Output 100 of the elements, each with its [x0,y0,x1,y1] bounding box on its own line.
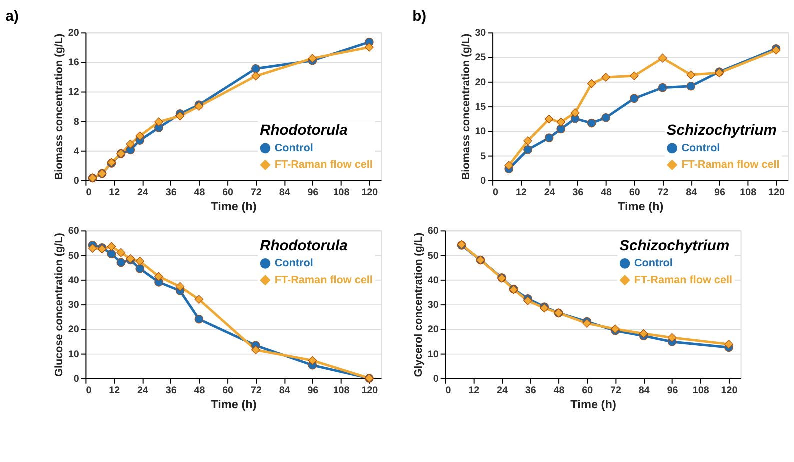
point [308,356,318,366]
y-axis-title: Glucose concentration (g/L) [53,232,66,377]
x-tick-label: 120 [362,188,379,199]
point [556,124,566,134]
x-tick-label: 60 [222,386,234,397]
text: Control [274,258,314,270]
legend-title: Schizochytrium [620,238,730,254]
point [136,264,144,274]
y-tick-label: 0 [74,374,80,385]
point [252,72,260,81]
x-tick-label: 36 [166,188,178,199]
x-tick-label: 84 [638,386,650,397]
point [658,54,668,63]
point [136,257,144,266]
x-tick-label: 36 [572,188,584,199]
x-tick-label: 96 [714,188,726,199]
point [116,248,126,258]
point [639,329,648,338]
x-tick-label: 24 [137,188,149,199]
x-tick-label: 24 [137,386,149,397]
x-tick-label: 24 [544,188,556,199]
x-tick-label: 12 [109,188,121,199]
y-tick-label: 30 [428,300,440,312]
point [630,72,639,80]
x-tick-label: 72 [658,188,670,199]
point [107,250,116,258]
point [724,340,734,349]
point [686,82,696,91]
x-axis-title: Time (h) [211,397,257,412]
x-tick-label: 84 [686,188,698,199]
y-tick-label: 12 [68,87,80,98]
y-tick-label: 0 [480,176,487,187]
point [686,70,696,80]
point [116,258,126,268]
point [524,136,532,146]
x-tick-label: 120 [768,188,786,199]
y-tick-label: 16 [68,58,80,69]
x-tick-label: 12 [516,188,528,199]
point [630,94,639,104]
point [602,113,610,122]
y-tick-label: 60 [428,226,440,238]
point [136,132,144,141]
y-tick-label: 50 [428,250,440,262]
x-tick-label: 48 [601,188,613,199]
point [556,118,566,127]
x-tick-label: 60 [582,386,594,397]
x-tick-label: 48 [194,188,206,199]
y-axis-title: Biomass concentration (g/L) [460,34,472,180]
legend-title: Rhodotorula [260,123,348,140]
chart-title: b) [412,8,427,25]
point [587,79,596,88]
point [88,244,98,253]
x-tick-label: 108 [333,386,350,397]
x-tick-label: 12 [109,386,121,397]
point [544,114,554,124]
x-tick-label: 108 [333,188,350,199]
x-tick-label: 0 [493,188,500,199]
y-tick-label: 40 [428,275,440,286]
chart-title: a) [6,8,19,25]
x-tick-label: 0 [86,386,92,397]
point [194,295,204,304]
y-axis-title: Biomass concentration (g/L) [53,34,66,180]
point [602,73,610,82]
x-tick-label: 72 [250,188,262,199]
text: FT-Raman flow cell [274,274,373,286]
point [154,118,164,126]
legend-label: FT-Raman flow cell [634,274,732,286]
x-axis-title: Time (h) [570,397,616,412]
point [252,346,260,355]
x-tick-label: 84 [279,386,291,397]
point [107,242,116,252]
y-tick-label: 50 [68,250,80,262]
x-tick-label: 108 [740,188,758,199]
point [504,161,514,170]
x-tick-label: 120 [721,386,738,397]
y-tick-label: 20 [68,324,80,336]
point [570,108,580,118]
y-tick-label: 10 [68,349,80,360]
point [308,54,318,63]
y-tick-label: 30 [68,300,80,312]
x-tick-label: 0 [446,386,452,397]
x-tick-label: 96 [308,386,320,397]
point [524,145,532,154]
x-axis-title: Time (h) [618,199,664,214]
x-tick-label: 48 [554,386,566,397]
legend-title: Schizochytrium [666,123,777,140]
x-tick-label: 48 [194,386,206,397]
point [126,140,136,149]
y-tick-label: 60 [68,226,80,238]
point [365,43,374,52]
legend-title: Rhodotorula [260,238,348,254]
x-tick-label: 84 [279,188,291,199]
x-tick-label: 0 [86,188,92,199]
point [176,112,185,121]
x-tick-label: 120 [362,386,379,397]
legend-label: FT-Raman flow cell [274,159,373,172]
y-tick-label: 10 [475,126,487,138]
y-tick-label: 20 [428,324,440,336]
legend-label: FT-Raman flow cell [682,159,780,172]
point [587,118,596,128]
